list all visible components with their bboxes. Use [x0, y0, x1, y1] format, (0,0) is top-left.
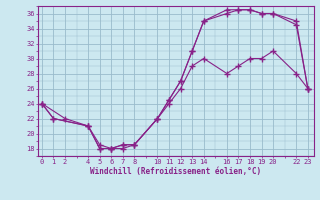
- X-axis label: Windchill (Refroidissement éolien,°C): Windchill (Refroidissement éolien,°C): [91, 167, 261, 176]
